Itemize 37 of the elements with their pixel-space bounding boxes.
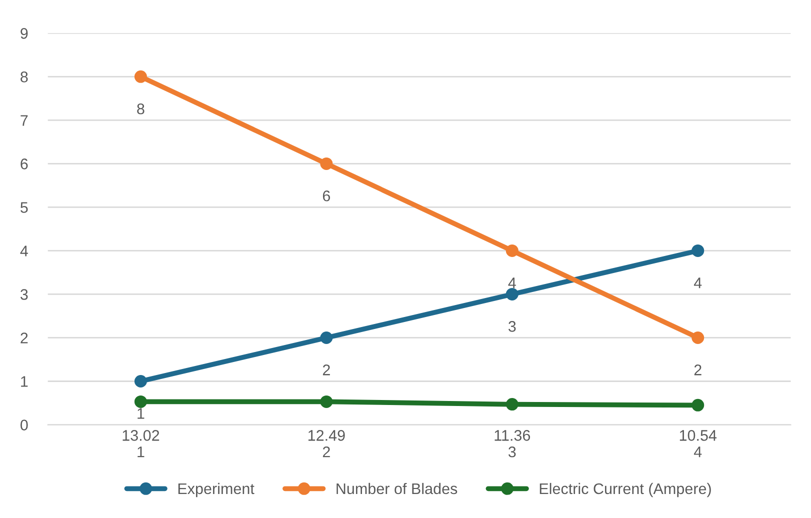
x-tick-label: 10.54 4	[680, 430, 717, 458]
data-label: 3	[508, 321, 516, 332]
point	[320, 157, 333, 170]
point	[506, 288, 518, 300]
data-label: 6	[322, 190, 330, 202]
data-label: 2	[694, 364, 702, 376]
y-tick-label: 5	[20, 202, 28, 213]
data-label: 1	[138, 408, 144, 419]
x-tick-label: 11.36 3	[494, 430, 530, 458]
point	[320, 395, 333, 408]
point	[506, 398, 518, 411]
y-tick-label: 2	[20, 332, 28, 344]
y-tick-label: 4	[20, 246, 28, 256]
y-tick-label: 7	[20, 115, 28, 126]
point	[134, 70, 147, 83]
legend-label: Number of Blades	[336, 482, 458, 494]
legend-label: Electric Current (Ampere)	[540, 482, 711, 498]
data-label: 2	[322, 364, 330, 376]
x-tick-label: 13.02 1	[122, 430, 160, 458]
y-tick-label: 1	[21, 376, 28, 387]
legend-label: Experiment	[178, 482, 254, 498]
point	[692, 398, 704, 412]
y-tick-label: 0	[20, 420, 28, 430]
y-tick-label: 8	[20, 72, 28, 82]
data-label: 4	[694, 278, 702, 288]
point	[320, 331, 333, 344]
point	[506, 244, 518, 257]
point	[692, 331, 704, 344]
y-tick-label: 3	[20, 289, 28, 300]
y-tick-label: 6	[20, 158, 28, 170]
point	[692, 244, 704, 257]
data-label: 8	[137, 103, 144, 114]
data-label: 4	[508, 278, 516, 288]
y-tick-label: 9	[20, 28, 28, 39]
point	[134, 395, 147, 408]
x-tick-label: 12.49 2	[308, 430, 345, 458]
point	[134, 375, 147, 388]
